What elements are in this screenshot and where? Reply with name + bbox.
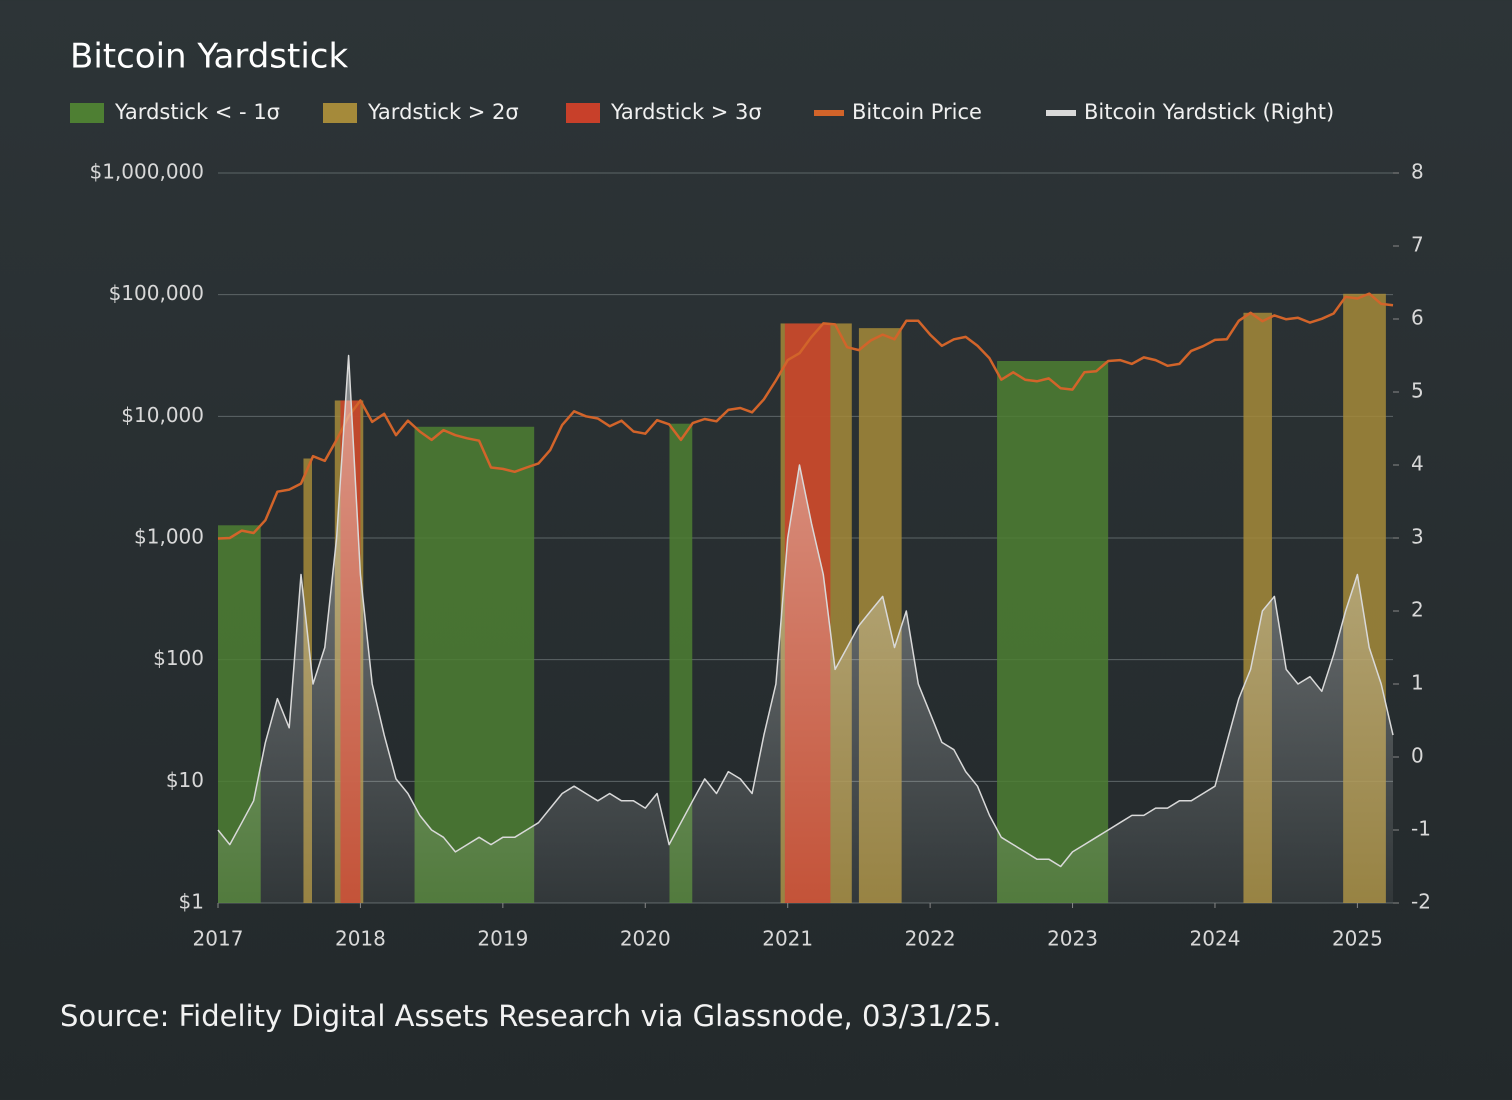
x-tick-label: 2023 [1047,927,1098,951]
y2-tick-label: 3 [1411,525,1424,549]
y-tick-label: $100,000 [109,281,204,305]
x-tick-label: 2020 [620,927,671,951]
y2-tick-label: 4 [1411,452,1424,476]
x-tick-label: 2025 [1332,927,1383,951]
legend-label: Yardstick > 2σ [367,100,519,124]
y2-tick-label: 2 [1411,598,1424,622]
y2-tick-label: -2 [1411,890,1431,914]
y2-tick-label: 0 [1411,744,1424,768]
y-tick-label: $1,000 [134,525,204,549]
yardstick-area [218,355,1393,903]
band [997,360,1109,903]
legend-swatch [323,103,357,123]
x-tick-label: 2021 [762,927,813,951]
y-tick-label: $1,000,000 [89,160,204,184]
x-tick-label: 2019 [477,927,528,951]
y2-tick-label: -1 [1411,817,1431,841]
legend-swatch [814,110,844,116]
x-tick-label: 2024 [1190,927,1241,951]
series-line [217,354,1394,868]
band [414,426,535,903]
source-note: Source: Fidelity Digital Assets Research… [60,999,1001,1033]
legend-label: Bitcoin Yardstick (Right) [1084,100,1334,124]
y2-tick-label: 7 [1411,233,1424,257]
x-tick-label: 2018 [335,927,386,951]
y-tick-label: $100 [153,646,204,670]
chart-title: Bitcoin Yardstick [70,37,348,77]
x-tick-label: 2022 [905,927,956,951]
y-tick-label: $1 [179,890,204,914]
y-tick-label: $10,000 [121,403,204,427]
legend-swatch [1046,110,1076,116]
legend-label: Yardstick < - 1σ [114,100,280,124]
x-tick-label: 2017 [193,927,244,951]
legend-swatch [566,103,600,123]
band [669,423,693,903]
y2-tick-label: 8 [1411,160,1424,184]
series-line [217,292,1394,540]
legend-swatch [70,103,104,123]
legend-label: Yardstick > 3σ [610,100,762,124]
y2-tick-label: 5 [1411,379,1424,403]
y-tick-label: $10 [166,768,204,792]
legend-label: Bitcoin Price [852,100,982,124]
y2-tick-label: 1 [1411,671,1424,695]
y2-tick-label: 6 [1411,306,1424,330]
